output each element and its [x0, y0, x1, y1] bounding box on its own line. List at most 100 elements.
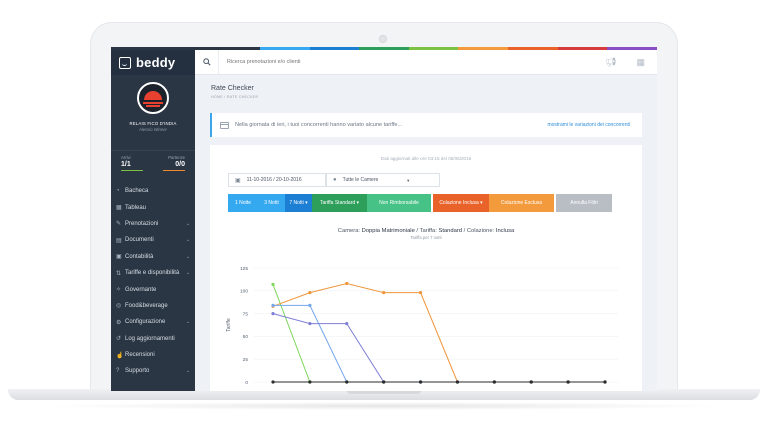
chart-title-part: / Tariffa:	[415, 228, 439, 234]
search-icon[interactable]	[195, 49, 219, 75]
topbar: 📢︎ ▦	[195, 49, 657, 75]
menu-item-label: Contabilità	[125, 253, 154, 260]
data-point	[345, 380, 349, 384]
menu-item-label: Food&beverage	[125, 302, 168, 309]
chevron-down-icon: ▼	[406, 177, 411, 183]
sidebar-item-supporto[interactable]: ? Supporto ⌄	[111, 363, 195, 379]
data-point	[455, 380, 460, 384]
chart-title-part: Inclusa	[496, 228, 515, 234]
data-point	[308, 291, 312, 295]
chevron-down-icon: ⌄	[185, 237, 190, 244]
data-point	[271, 380, 275, 384]
filters: ▣ 11-10-2016 / 20-10-2016 ● Tutte le Cam…	[228, 173, 440, 187]
data-point	[418, 380, 423, 384]
menu-item-label: Tariffe e disponibilità	[125, 270, 180, 277]
laptop-shadow	[40, 402, 728, 410]
arrivals-departures: Arrivi 1/1 Partenze 0/0	[111, 150, 195, 176]
sidebar-item-tariffe-e-disponibilit-[interactable]: ⇅ Tariffe e disponibilità ⌄	[111, 265, 195, 281]
competitor-alert: Nella giornata di ieri, i tuoi concorren…	[210, 113, 642, 137]
menu-item-icon: ◎	[116, 303, 122, 310]
sidebar-item-prenotazioni[interactable]: ✎ Prenotazioni ⌄	[111, 216, 195, 232]
beddy-logo-icon	[119, 56, 131, 69]
sidebar-item-governante[interactable]: ✧ Governante	[111, 281, 195, 297]
filter-button-annulla-filtri[interactable]: Annulla Filtri	[556, 194, 612, 212]
filter-button-colazione-esclusa[interactable]: Colazione Esclusa	[489, 194, 554, 212]
y-axis-label: Tariffe	[226, 318, 232, 332]
menu-item-icon: ▣	[116, 254, 122, 261]
y-tick-label: 50	[243, 334, 249, 340]
menu-item-icon: ◔	[116, 188, 120, 195]
menu-item-icon: ▤	[116, 237, 122, 244]
chart-title-part: Standard	[438, 228, 462, 234]
menu-item-label: Supporto	[125, 368, 150, 375]
page-title: Rate Checker	[211, 85, 254, 92]
rate-checker-panel: Dati aggiornati alle ore 03:15 del 06/06…	[210, 145, 642, 391]
show-competitor-changes-link[interactable]: mostrami le variazioni dei concorrenti	[547, 122, 630, 128]
sidebar-item-log-aggiornamenti[interactable]: ↺ Log aggiornamenti	[111, 331, 195, 347]
user-name: Alessio Winner	[139, 127, 167, 132]
data-point	[271, 303, 275, 307]
menu-item-label: Tableau	[125, 204, 147, 211]
menu-item-label: Prenotazioni	[125, 220, 159, 227]
data-point	[382, 380, 386, 384]
laptop-notch	[346, 389, 422, 394]
laptop-base	[8, 389, 760, 400]
sidebar-item-documenti[interactable]: ▤ Documenti ⌄	[111, 232, 195, 248]
menu-item-label: Governante	[125, 286, 157, 293]
sidebar-item-tableau[interactable]: ▦ Tableau	[111, 199, 195, 215]
search-input[interactable]	[227, 59, 477, 65]
departures-bar	[163, 170, 185, 171]
property-profile: RELAIS FICO D'INDIA Alessio Winner	[111, 75, 195, 150]
brand[interactable]: beddy	[111, 50, 195, 75]
data-point	[345, 281, 349, 286]
sidebar-item-bacheca[interactable]: ◔ Bacheca	[111, 183, 195, 199]
data-point	[308, 303, 312, 307]
filter-button-colazione-inclusa[interactable]: Colazione Inclusa ▾	[433, 194, 489, 212]
chevron-down-icon: ⌄	[185, 253, 190, 260]
breadcrumb: HOME / RATE CHECKER	[211, 95, 259, 99]
menu-item-label: Documenti	[125, 237, 154, 244]
chevron-down-icon: ⌄	[185, 368, 190, 375]
chart-title-part: / Colazione:	[462, 228, 496, 234]
alert-message: Nella giornata di ieri, i tuoi concorren…	[235, 122, 403, 128]
chart-subtitle: Tariffa per 7 notti	[410, 235, 441, 240]
menu-item-icon: ✧	[116, 287, 122, 294]
departures-count[interactable]: Partenze 0/0	[163, 155, 185, 176]
megaphone-icon[interactable]: 📢︎	[605, 56, 617, 67]
hotel-logo[interactable]	[137, 82, 169, 114]
sidebar-item-recensioni[interactable]: ☝ Recensioni	[111, 347, 195, 363]
filter-button-tariffa-standard[interactable]: Tariffa Standard ▾	[312, 194, 367, 212]
series-line-2	[273, 304, 605, 383]
rate-chart: Camera: Doppia Matrimoniale / Tariffa: S…	[226, 228, 618, 386]
filter-button-3-notti[interactable]: 3 Notti	[258, 194, 285, 212]
sidebar-item-food-beverage[interactable]: ◎ Food&beverage	[111, 298, 195, 314]
credit-card-icon	[220, 121, 229, 129]
arrivals-count[interactable]: Arrivi 1/1	[121, 155, 143, 176]
series-line-3	[272, 313, 605, 383]
data-point	[382, 291, 386, 295]
filter-button-non-rimborsabile[interactable]: Non Rimborsabile	[367, 194, 431, 212]
chevron-down-icon: ⌄	[185, 319, 190, 326]
sidebar-item-configurazione[interactable]: ⚙ Configurazione ⌄	[111, 314, 195, 330]
data-point	[308, 380, 312, 384]
menu-item-icon: ?	[116, 368, 120, 375]
y-tick-label: 100	[240, 289, 248, 295]
data-point	[345, 322, 349, 326]
data-point	[271, 282, 275, 287]
apps-grid-icon[interactable]: ▦	[636, 56, 645, 67]
sidebar-menu: ◔ Bacheca ▦ Tableau ✎ Prenotazioni ⌄ ▤ Documenti…	[111, 176, 195, 380]
filter-button-1-notte[interactable]: 1 Notte	[228, 194, 258, 212]
y-tick-label: 25	[243, 357, 249, 363]
date-range-picker[interactable]: ▣ 11-10-2016 / 20-10-2016	[228, 173, 326, 187]
data-point	[418, 291, 423, 295]
chart-title: Camera: Doppia Matrimoniale / Tariffa: S…	[338, 228, 515, 234]
menu-item-icon: ▦	[116, 205, 122, 212]
room-select[interactable]: ● Tutte le Camere ▼	[326, 173, 440, 187]
sidebar-item-contabilit-[interactable]: ▣ Contabilità ⌄	[111, 249, 195, 265]
calendar-icon: ▣	[235, 177, 241, 184]
brand-name: beddy	[136, 55, 176, 70]
hotel-name: RELAIS FICO D'INDIA	[129, 121, 177, 126]
menu-item-icon: ↺	[116, 336, 122, 343]
filter-button-7-notti[interactable]: 7 Notti ▾	[285, 194, 312, 212]
